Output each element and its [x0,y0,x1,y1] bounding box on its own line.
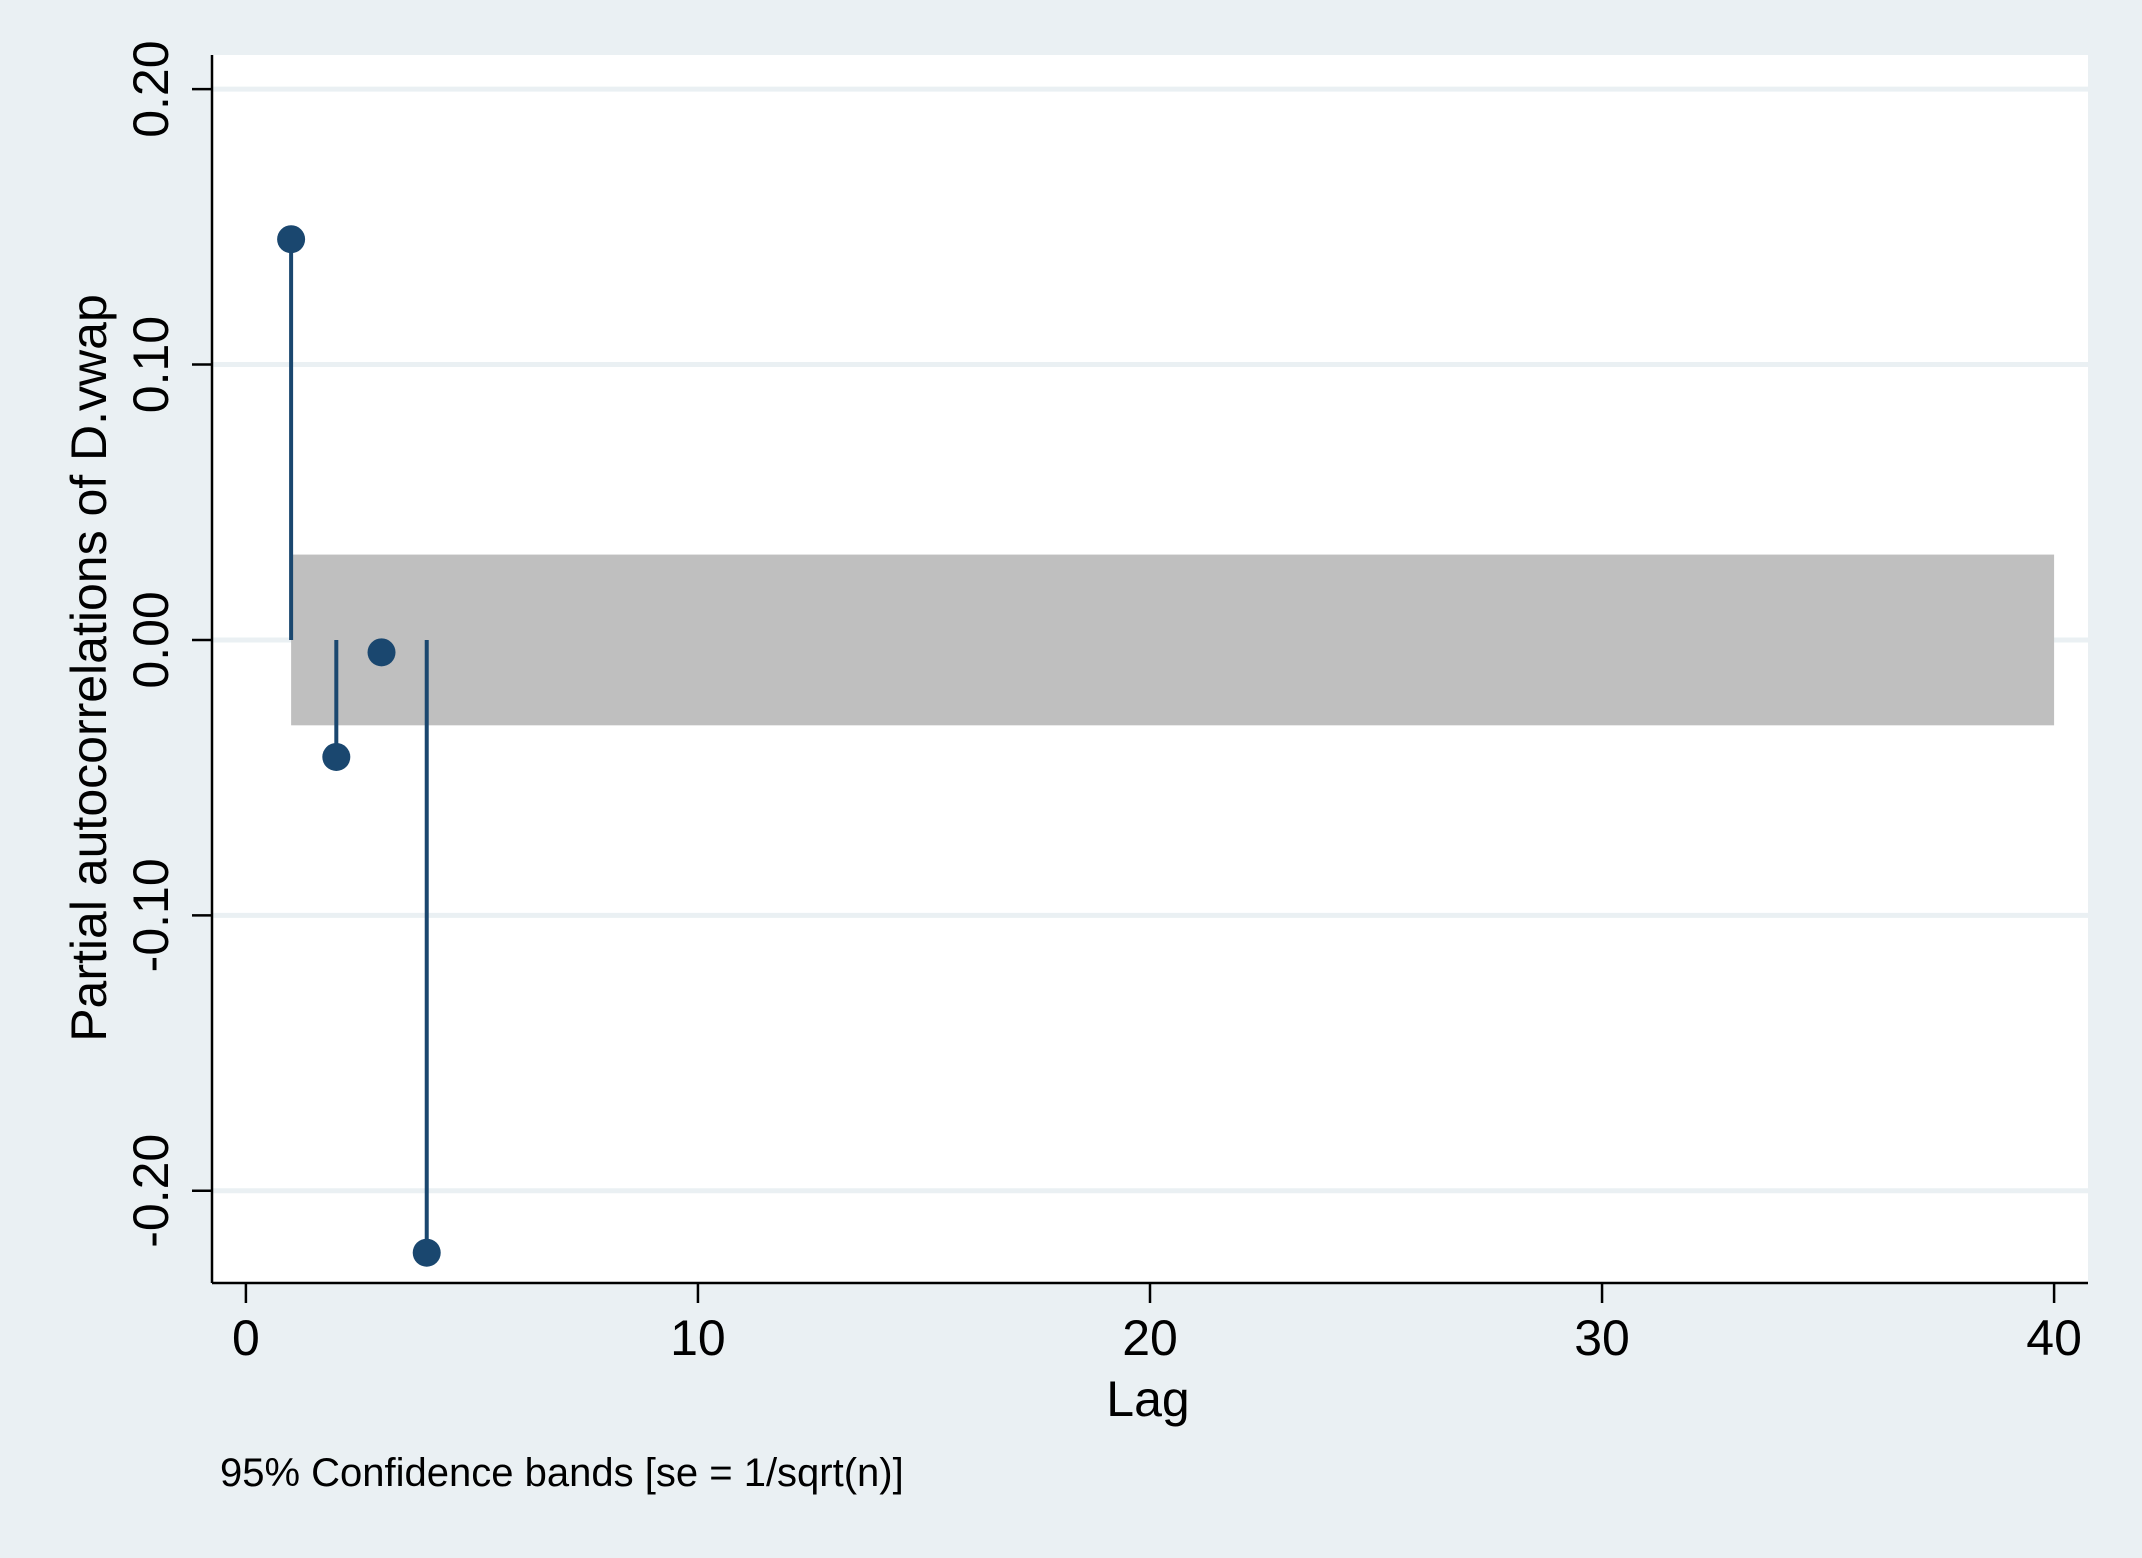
confidence-band-note: 95% Confidence bands [se = 1/sqrt(n)] [220,1451,904,1495]
data-point [367,638,396,667]
y-tick-label: 0.10 [123,316,179,413]
x-tick-label: 30 [1574,1310,1630,1366]
y-axis-label: Partial autocorrelations of D.vwap [61,294,117,1042]
data-point [412,1238,441,1267]
x-tick-label: 40 [2026,1310,2082,1366]
y-tick-label: -0.20 [123,1134,179,1248]
data-point [277,225,306,254]
x-axis-ticks: 0 10 20 30 40 [232,1283,2082,1366]
x-tick-label: 10 [670,1310,726,1366]
data-point [322,742,351,771]
y-tick-label: -0.10 [123,858,179,972]
x-tick-label: 0 [232,1310,260,1366]
confidence-band [291,554,2055,726]
data-markers [277,225,441,1267]
x-tick-label: 20 [1122,1310,1178,1366]
y-axis-ticks: -0.20 -0.10 0.00 0.10 0.20 [123,40,212,1248]
x-axis-label: Lag [1106,1371,1189,1427]
y-tick-label: 0.00 [123,591,179,688]
y-tick-label: 0.20 [123,40,179,137]
